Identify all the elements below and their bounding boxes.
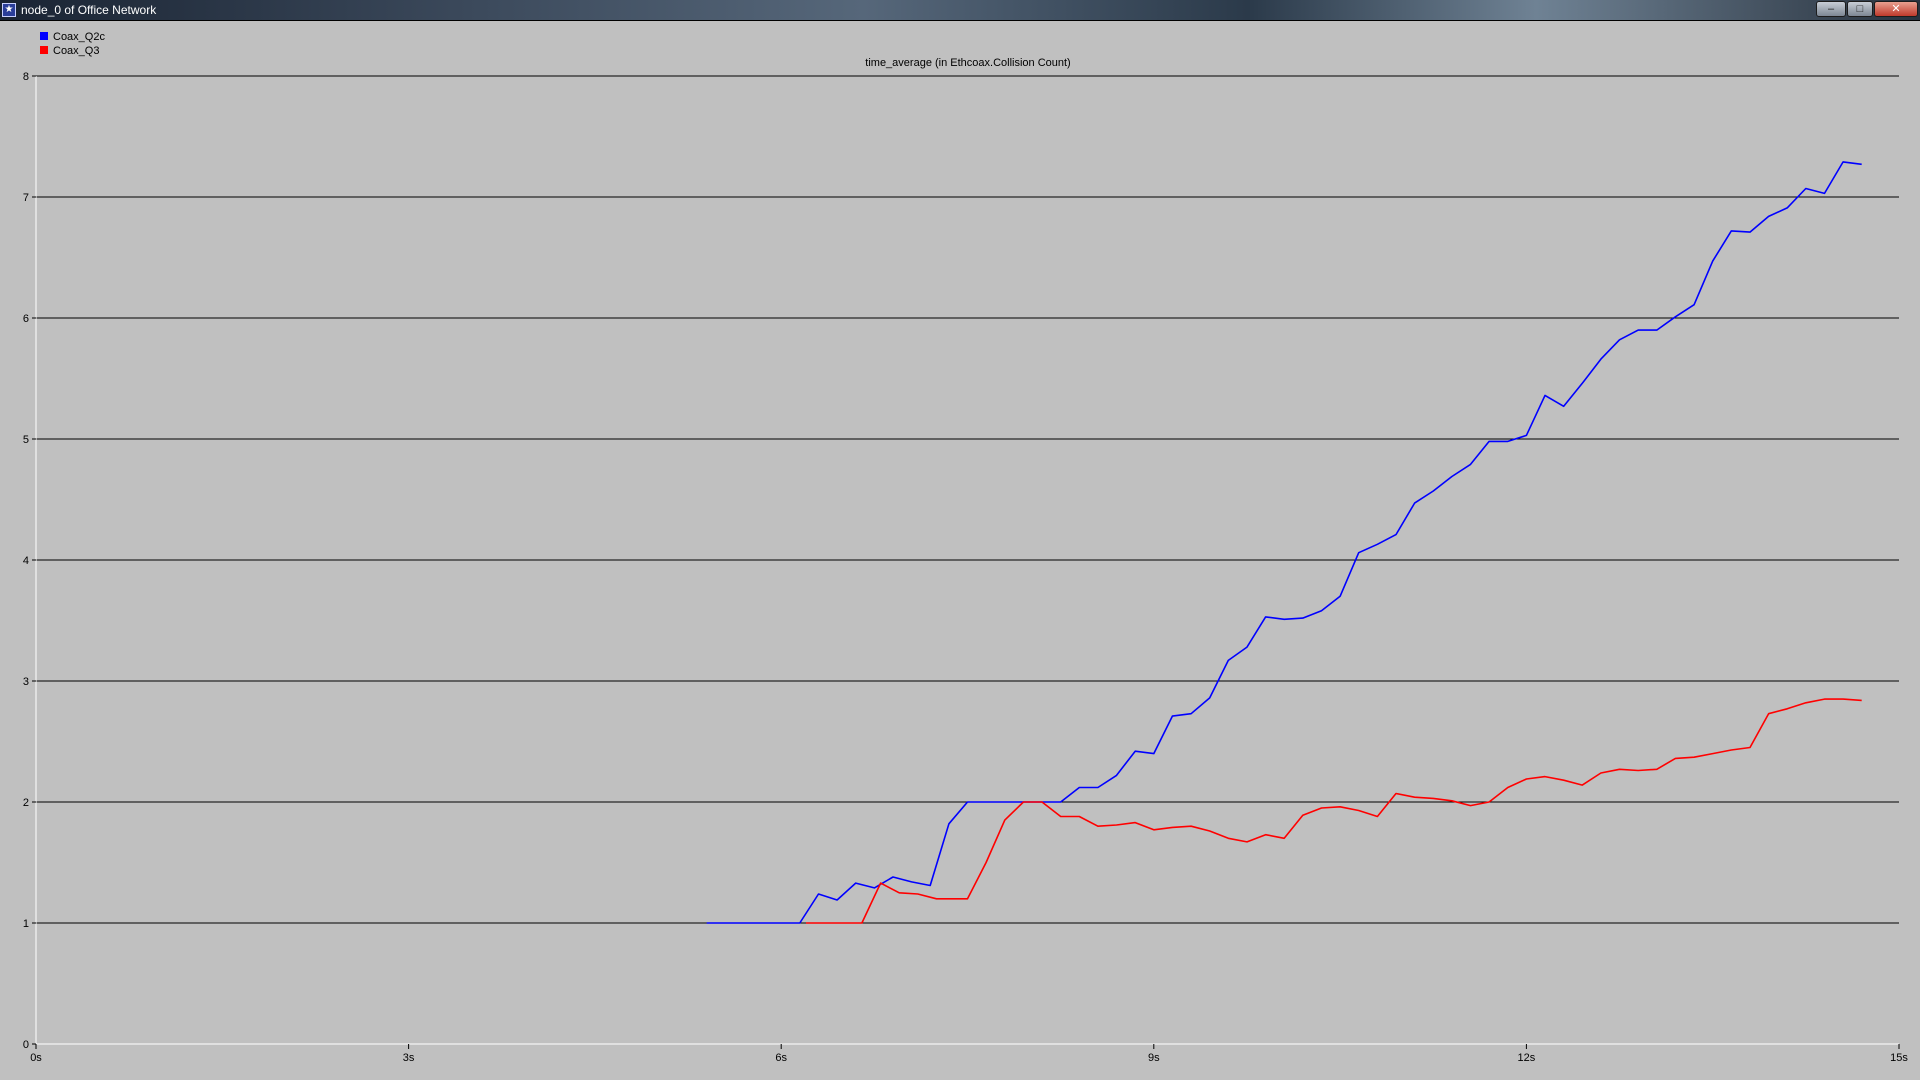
series-line-coax-q3 [806, 698, 1862, 924]
y-tick-label: 3 [23, 676, 29, 688]
legend-swatch-coax-q3 [40, 46, 48, 54]
x-tick-label: 9s [1148, 1052, 1160, 1064]
close-button[interactable]: ✕ [1874, 1, 1918, 17]
x-tick-label: 0s [30, 1052, 42, 1064]
chart-legend: Coax_Q2c Coax_Q3 [40, 30, 105, 58]
chart-title: time_average (in Ethcoax.Collision Count… [865, 57, 1071, 69]
legend-label-coax-q3: Coax_Q3 [53, 45, 100, 57]
y-tick-label: 4 [23, 555, 29, 567]
y-tick-label: 8 [23, 71, 29, 83]
x-tick-label: 6s [775, 1052, 787, 1064]
y-tick-label: 6 [23, 313, 29, 325]
maximize-button[interactable]: □ [1847, 1, 1873, 17]
y-tick-label: 7 [23, 192, 29, 204]
x-tick-label: 12s [1518, 1052, 1536, 1064]
y-tick-label: 5 [23, 434, 29, 446]
window-title-bar[interactable]: ★ node_0 of Office Network – □ ✕ [0, 0, 1920, 21]
series-line-coax-q2c [706, 161, 1862, 924]
y-tick-label: 0 [23, 1039, 29, 1051]
minimize-button[interactable]: – [1816, 1, 1846, 17]
legend-item-coax-q2c[interactable]: Coax_Q2c [40, 30, 105, 44]
legend-swatch-coax-q2c [40, 32, 48, 40]
legend-item-coax-q3[interactable]: Coax_Q3 [40, 44, 105, 58]
legend-label-coax-q2c: Coax_Q2c [53, 31, 105, 43]
star-icon[interactable]: ★ [2, 3, 16, 17]
y-tick-label: 2 [23, 797, 29, 809]
x-tick-label: 3s [403, 1052, 415, 1064]
x-tick-label: 15s [1890, 1052, 1908, 1064]
window-title: node_0 of Office Network [21, 3, 157, 17]
y-tick-label: 1 [23, 918, 29, 930]
